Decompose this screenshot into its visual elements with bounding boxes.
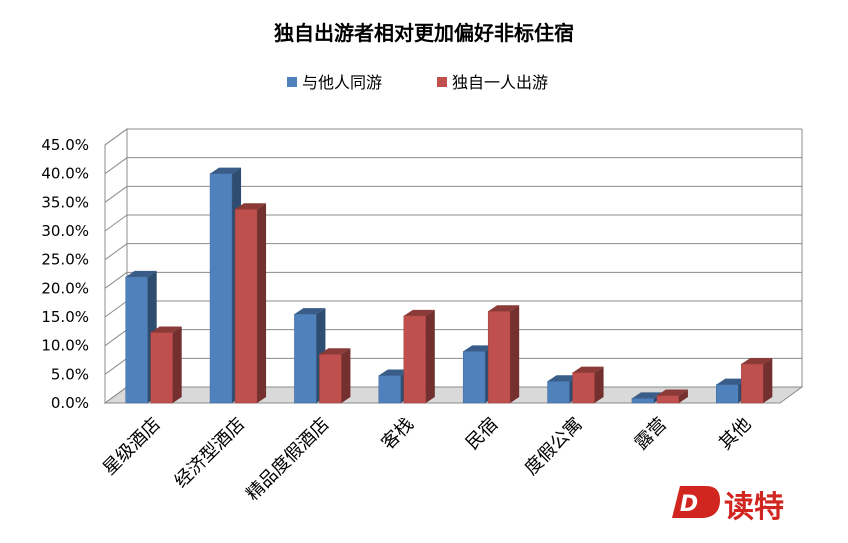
legend-swatch (437, 77, 447, 87)
legend-label: 独自一人出游 (452, 73, 548, 92)
x-tick-label: 精品度假酒店 (242, 414, 333, 505)
bar (656, 389, 688, 404)
y-tick-label: 30.0% (41, 222, 89, 240)
bar-top (403, 309, 435, 316)
x-tick-label: 经济型酒店 (171, 414, 249, 492)
chart-title: 独自出游者相对更加偏好非标住宿 (274, 21, 574, 45)
gridline-side (104, 300, 128, 318)
y-tick-label: 10.0% (41, 337, 89, 355)
y-axis-ticks: 0.0% 5.0% 10.0% 15.0% 20.0% 25.0% 30.0% 35.0% 40… (41, 136, 89, 412)
legend-swatch (287, 77, 297, 87)
bar-top (488, 305, 520, 312)
bar-front (234, 208, 258, 404)
x-tick-label: 露营 (631, 414, 671, 454)
side-wall (104, 128, 128, 404)
bar-front (716, 384, 739, 404)
y-tick-label: 25.0% (41, 251, 89, 269)
x-tick-label: 其他 (715, 414, 755, 454)
bar (234, 203, 267, 404)
gridline-side (104, 157, 128, 175)
bar-front (319, 354, 342, 404)
bar-side (763, 358, 773, 403)
bar-side (257, 203, 267, 403)
bar-top (463, 345, 495, 352)
gridline-side (104, 357, 128, 375)
bar (572, 366, 604, 404)
bar-front (547, 380, 570, 404)
floor (103, 386, 804, 404)
bar-front (462, 351, 486, 404)
gridline-side (104, 386, 128, 404)
bar-side (341, 348, 351, 403)
bar-top (150, 326, 182, 333)
bar-top (210, 167, 242, 174)
bar (403, 309, 435, 404)
y-tick-label: 40.0% (41, 165, 89, 183)
bar-top (235, 203, 267, 210)
bar-side (510, 305, 520, 403)
legend: 与他人同游 独自一人出游 (287, 73, 548, 92)
logo-d-letter: D (680, 492, 698, 517)
bar-side (425, 309, 435, 403)
bar-front (403, 315, 427, 404)
bar-front (378, 375, 402, 404)
bar-front (209, 173, 233, 404)
bar-side (678, 389, 688, 403)
x-tick-label: 星级酒店 (99, 414, 165, 480)
dute-logo: D 读特 (672, 486, 784, 525)
bar (741, 358, 773, 404)
y-tick-label: 45.0% (41, 136, 89, 154)
bar-side (594, 366, 604, 403)
bar (319, 348, 351, 404)
y-tick-label: 0.0% (51, 394, 89, 412)
bar (150, 326, 182, 404)
x-tick-label: 客栈 (378, 414, 418, 454)
bar-top (378, 369, 410, 376)
bar-side (172, 326, 182, 403)
bar-front (125, 276, 148, 404)
y-tick-label: 5.0% (51, 365, 89, 383)
bar-front (656, 395, 680, 404)
chart-walls (103, 128, 804, 404)
bar-top (631, 392, 663, 399)
x-tick-label: 民宿 (462, 414, 502, 454)
bar-top (547, 375, 579, 382)
logo-d-icon (672, 486, 720, 518)
gridline-side (104, 243, 128, 261)
x-tick-label: 度假公寓 (521, 414, 587, 480)
gridline-side (104, 329, 128, 347)
bar (487, 305, 520, 404)
bar-top (319, 348, 351, 355)
y-tick-label: 35.0% (41, 193, 89, 211)
bar-front (294, 313, 317, 404)
legend-label: 与他人同游 (302, 73, 382, 92)
bar-front (741, 363, 764, 404)
bar-top (656, 389, 688, 396)
y-tick-label: 15.0% (41, 308, 89, 326)
bar-top (572, 366, 604, 373)
gridline-side (104, 271, 128, 289)
gridline-side (104, 185, 128, 203)
y-tick-label: 20.0% (41, 279, 89, 297)
gridline-side (104, 214, 128, 232)
bar-top (741, 358, 773, 365)
bar-front (631, 398, 655, 404)
bar-front (487, 311, 511, 404)
bars (125, 167, 773, 404)
gridline-side (104, 128, 128, 146)
bar-front (572, 372, 595, 404)
bar-top (125, 270, 157, 277)
bar-top (294, 308, 326, 315)
logo-text: 读特 (724, 490, 784, 525)
bar-top (716, 378, 748, 385)
bar-front (150, 332, 173, 404)
